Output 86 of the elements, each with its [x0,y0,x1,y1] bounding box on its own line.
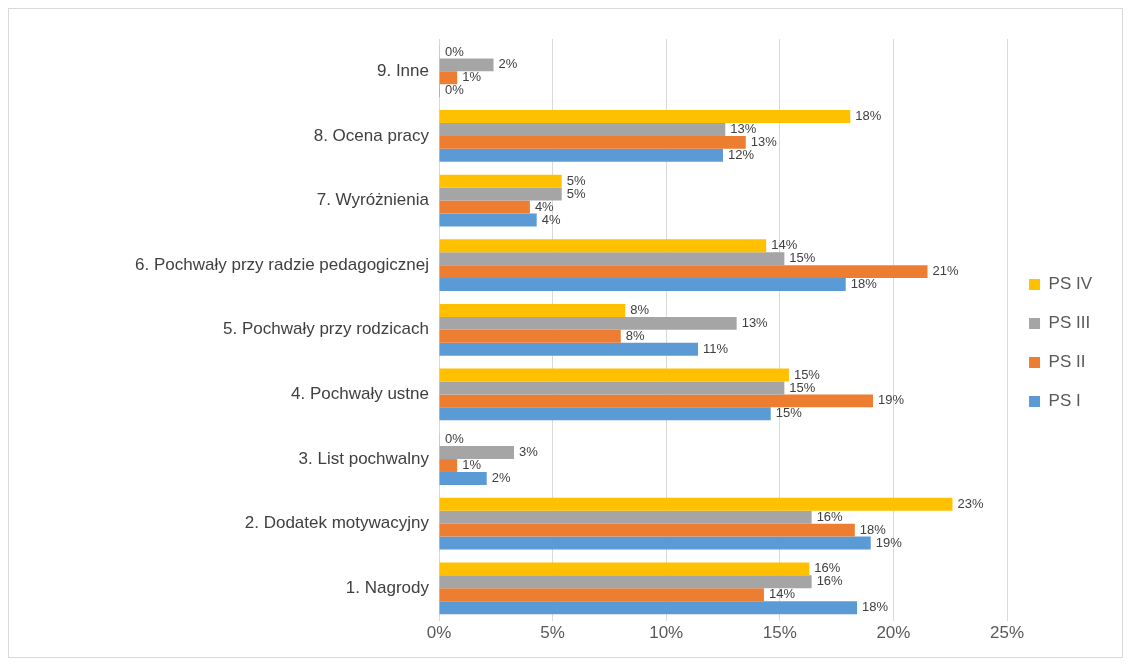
legend-label: PS I [1048,391,1081,411]
bar [439,407,771,421]
x-tick-label: 5% [540,623,565,643]
data-label: 0% [445,431,465,447]
data-label: 19% [877,392,905,408]
bar [439,536,871,550]
bar [439,213,537,227]
y-tick-label: 8. Ocena pracy [313,125,430,145]
legend-label: PS II [1048,352,1086,372]
bar [439,368,789,382]
x-tick-label: 20% [876,623,911,643]
bar [439,252,785,266]
y-tick-label: 4. Pochwały ustne [291,384,429,404]
data-label: 13% [741,314,769,330]
bar [439,459,458,472]
y-tick-label: 2. Dodatek motywacyjny [244,513,430,533]
data-label: 2% [498,56,518,72]
bar [439,316,737,330]
data-label: 18% [862,599,889,615]
bar [439,148,724,162]
bar [439,601,858,615]
y-tick-label: 5. Pochwały przy rodzicach [223,319,429,339]
data-label: 18% [859,521,887,537]
data-label: 1% [462,457,482,473]
data-label: 2% [491,470,511,486]
data-label: 19% [875,534,903,550]
x-tick-label: 25% [990,623,1025,643]
bar [439,381,785,395]
data-label: 21% [932,263,959,279]
y-tick-label: 1. Nagrody [345,577,430,597]
bar [439,446,514,460]
data-label: 4% [534,198,555,214]
y-tick-label: 9. Inne [377,61,429,80]
data-label: 16% [816,573,844,589]
bar [439,135,746,149]
legend-label: PS III [1048,313,1091,333]
data-label: 14% [768,586,796,602]
data-label: 18% [850,276,878,292]
bar [439,200,530,214]
bar [439,187,562,201]
bar [439,588,764,602]
bar [439,342,699,356]
data-label: 23% [957,495,984,511]
y-tick-label: 6. Pochwały przy radzie pedagogicznej [135,254,429,274]
bar [439,471,487,485]
data-label: 15% [793,366,821,382]
bar [439,303,626,317]
x-tick-label: 10% [649,623,684,643]
x-tick-label: 15% [762,623,797,643]
data-label: 15% [789,379,816,395]
data-label: 3% [518,444,539,460]
data-label: 18% [855,108,882,124]
bar [439,174,562,188]
y-tick-label: 3. List pochwalny [298,448,430,468]
data-label: 15% [775,405,803,421]
bar [439,510,812,524]
bar [439,265,928,279]
data-label: 16% [814,560,841,576]
bar [439,71,458,85]
data-label: 5% [566,185,586,201]
legend-label: PS IV [1048,274,1093,294]
data-label: 0% [445,82,465,98]
bar [439,278,846,292]
bar [439,58,494,72]
bar [439,123,726,136]
bar [439,394,873,408]
y-tick-label: 7. Wyróżnienia [316,190,430,210]
data-label: 15% [789,250,816,266]
bar [439,497,953,511]
x-tick-label: 0% [426,623,452,643]
bar [439,562,810,576]
bar [439,575,812,589]
bar [439,110,851,124]
data-label: 4% [541,211,561,227]
data-label: 11% [703,340,729,356]
bar [439,523,855,537]
data-label: 1% [462,69,482,85]
bar [439,239,767,253]
data-label: 16% [816,508,844,524]
data-label: 0% [445,43,465,59]
data-label: 12% [728,146,755,162]
data-label: 8% [630,301,650,317]
data-label: 14% [771,237,798,253]
data-label: 5% [566,172,586,188]
bar [439,329,621,343]
data-label: 8% [625,327,645,343]
